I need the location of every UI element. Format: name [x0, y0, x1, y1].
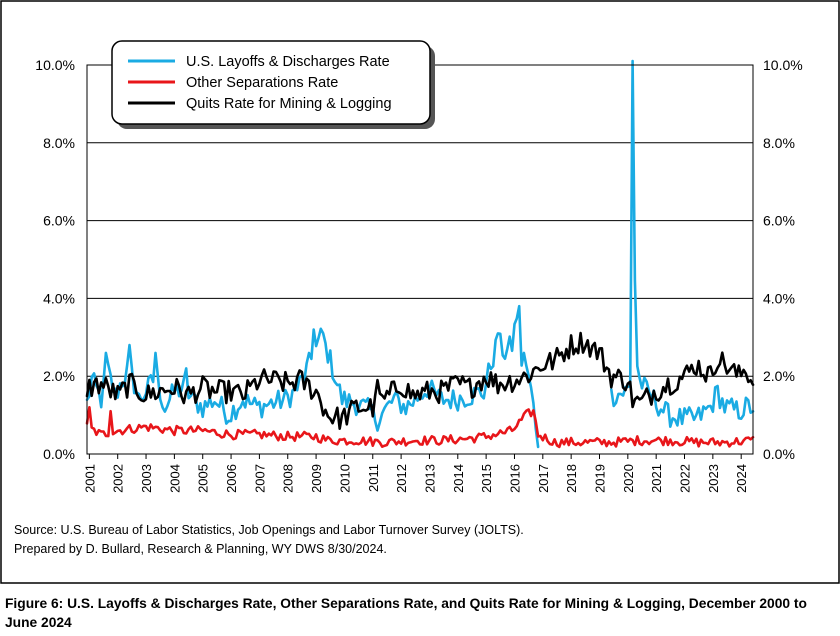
- x-axis-ticks: 2001 2002 2003 2004 2005 2006 2007 2008 2009 2010…: [82, 454, 749, 493]
- x-tick-label: 2011: [366, 464, 381, 492]
- x-tick-label: 2016: [507, 464, 522, 493]
- x-tick-label: 2021: [649, 464, 664, 493]
- x-tick-label: 2024: [734, 464, 749, 493]
- line-chart: 0.0% 2.0% 4.0% 6.0% 8.0% 10.0% 0.0% 2.0% 4.0% 6.…: [35, 40, 803, 493]
- y-tick-label-right: 10.0%: [763, 57, 803, 73]
- source-line: Source: U.S. Bureau of Labor Statistics,…: [14, 523, 524, 537]
- y-tick-label-right: 8.0%: [763, 135, 795, 151]
- left-y-axis-ticks: 0.0% 2.0% 4.0% 6.0% 8.0% 10.0%: [35, 57, 75, 462]
- y-tick-label-left: 6.0%: [43, 213, 75, 229]
- series-line-3: [85, 331, 755, 430]
- x-tick-label: 2019: [592, 464, 607, 493]
- x-tick-label: 2006: [224, 464, 239, 493]
- y-tick-label-left: 4.0%: [43, 290, 75, 306]
- x-tick-label: 2023: [706, 464, 721, 493]
- legend-label-layoffs: U.S. Layoffs & Discharges Rate: [186, 54, 390, 70]
- figure-caption: Figure 6: U.S. Layoffs & Discharges Rate…: [5, 596, 807, 630]
- x-tick-label: 2001: [82, 464, 97, 493]
- legend: U.S. Layoffs & Discharges Rate Other Sep…: [111, 40, 435, 129]
- x-tick-label: 2018: [564, 464, 579, 493]
- x-tick-label: 2008: [281, 464, 296, 493]
- legend-box: [111, 40, 431, 125]
- x-tick-label: 2012: [394, 464, 409, 493]
- y-tick-label-right: 2.0%: [763, 368, 795, 384]
- y-tick-label-left: 10.0%: [35, 57, 75, 73]
- x-tick-label: 2002: [111, 464, 126, 493]
- x-tick-label: 2004: [167, 464, 182, 493]
- series-lines: [85, 59, 755, 449]
- x-tick-label: 2009: [309, 464, 324, 493]
- x-tick-label: 2007: [252, 464, 267, 493]
- series-line-0: [85, 304, 540, 449]
- legend-label-quits: Quits Rate for Mining & Logging: [186, 96, 392, 112]
- x-tick-label: 2022: [678, 464, 693, 493]
- source-note: Source: U.S. Bureau of Labor Statistics,…: [14, 521, 524, 559]
- legend-label-other-separations: Other Separations Rate: [186, 75, 338, 91]
- x-tick-label: 2017: [536, 464, 551, 493]
- x-tick-label: 2013: [422, 464, 437, 493]
- series-line-2: [85, 406, 755, 449]
- series-line-1: [610, 59, 755, 428]
- x-tick-label: 2003: [139, 464, 154, 493]
- y-tick-label-left: 8.0%: [43, 135, 75, 151]
- x-tick-label: 2014: [451, 464, 466, 493]
- y-tick-label-right: 6.0%: [763, 213, 795, 229]
- y-tick-label-left: 0.0%: [43, 446, 75, 462]
- x-tick-label: 2005: [196, 464, 211, 493]
- x-tick-label: 2015: [479, 464, 494, 493]
- y-tick-label-left: 2.0%: [43, 368, 75, 384]
- x-tick-label: 2010: [337, 464, 352, 493]
- prepared-by-line: Prepared by D. Bullard, Research & Plann…: [14, 542, 387, 556]
- right-y-axis-ticks: 0.0% 2.0% 4.0% 6.0% 8.0% 10.0%: [763, 57, 803, 462]
- y-tick-label-right: 0.0%: [763, 446, 795, 462]
- x-tick-label: 2020: [621, 464, 636, 493]
- y-tick-label-right: 4.0%: [763, 290, 795, 306]
